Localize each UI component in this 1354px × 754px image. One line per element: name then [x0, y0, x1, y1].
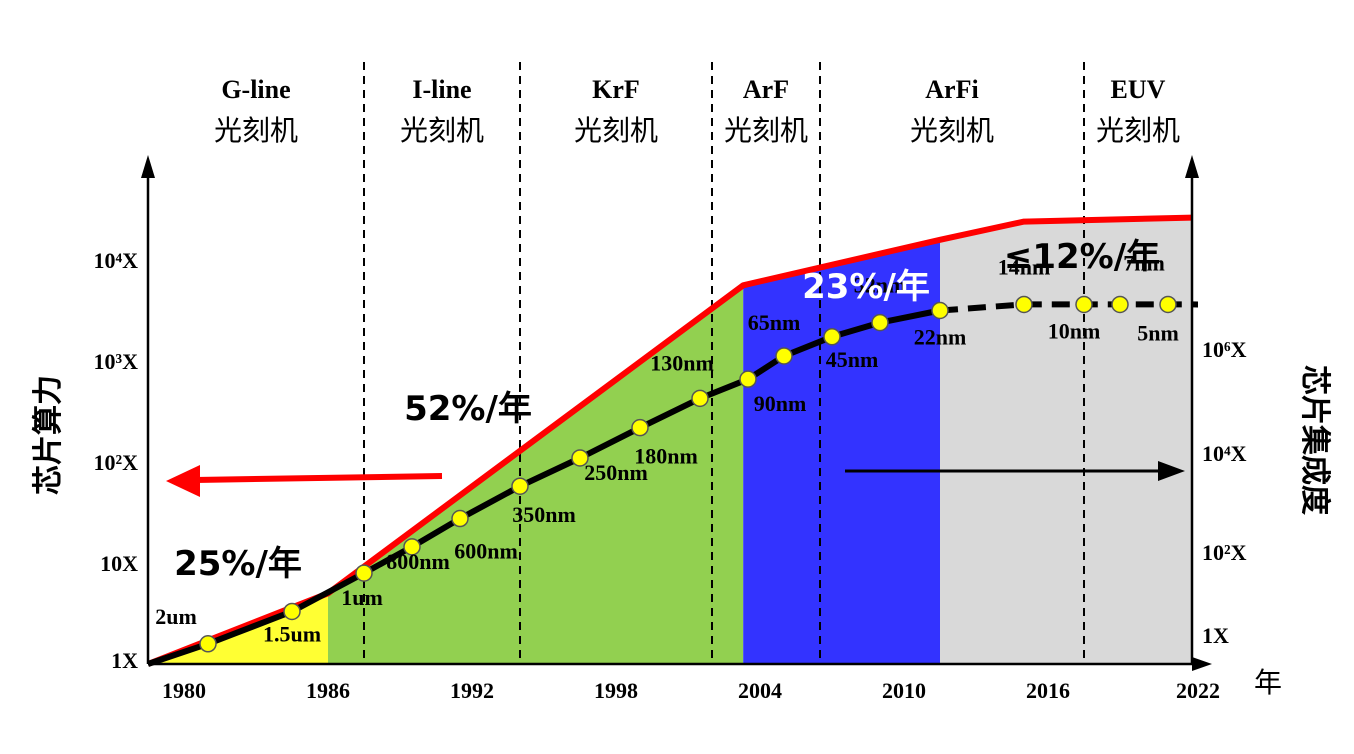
growth-region-3 [743, 239, 940, 665]
left-y-tick-4: 10⁴X [94, 248, 139, 273]
node-label-130nm: 130nm [650, 350, 714, 375]
era-labels: G-line 光刻机 I-line 光刻机 KrF 光刻机 ArF 光刻机 ArFi 光刻机 EUV… [214, 75, 1180, 147]
era-subtitle-5: 光刻机 [910, 114, 994, 147]
node-marker-180nm [631, 418, 649, 437]
node-marker-2um [199, 635, 217, 653]
right-y-tick-2: 10⁴X [1202, 441, 1247, 466]
left-y-tick-3: 10³X [94, 349, 139, 374]
x-tick-1998: 1998 [594, 678, 638, 703]
node-marker-130nm [691, 389, 709, 408]
growth-regions [148, 217, 1192, 665]
right-y-tick-1: 10²X [1202, 540, 1247, 565]
right-y-tick-0: 1X [1202, 623, 1229, 648]
era-name-1: G-line [221, 75, 290, 104]
era-subtitle-2: 光刻机 [400, 114, 484, 147]
x-axis-unit: 年 [1254, 666, 1282, 699]
era-dividers [363, 62, 1085, 664]
node-label-7nm: 7nm [1123, 250, 1165, 275]
node-label-180nm: 180nm [634, 444, 698, 469]
era-subtitle-4: 光刻机 [724, 114, 808, 147]
node-marker-800nm [403, 538, 421, 556]
left-y-tick-2: 10²X [94, 450, 139, 475]
node-label-65nm: 65nm [748, 310, 801, 335]
node-marker-250nm [571, 449, 589, 467]
node-label-2um: 2um [155, 604, 197, 629]
node-label-600nm: 600nm [454, 539, 518, 564]
left-y-axis-arrow [141, 155, 155, 178]
era-name-2: I-line [412, 75, 471, 104]
x-tick-2016: 2016 [1026, 678, 1070, 703]
node-label-14nm: 14nm [998, 254, 1051, 279]
left-y-tick-0: 1X [111, 648, 138, 673]
node-marker-7nm [1111, 295, 1129, 314]
node-marker-600nm [451, 509, 469, 528]
node-marker-90nm [739, 370, 757, 388]
x-tick-1992: 1992 [450, 678, 494, 703]
era-subtitle-6: 光刻机 [1096, 114, 1180, 147]
left-y-tick-1: 10X [100, 551, 138, 576]
era-name-6: EUV [1111, 75, 1166, 104]
node-marker-5nm [1159, 295, 1177, 314]
node-label-22nm: 22nm [914, 325, 967, 350]
node-marker-32nm [871, 313, 889, 332]
era-name-4: ArF [743, 75, 789, 104]
x-tick-2004: 2004 [738, 678, 782, 703]
node-marker-22nm [931, 301, 949, 320]
growth-rate-label-1: 25%/年 [174, 544, 302, 584]
compute-axis-arrow [194, 473, 443, 483]
growth-rate-label-3: 23%/年 [802, 267, 930, 307]
node-label-5nm: 5nm [1137, 320, 1179, 345]
x-tick-2010: 2010 [882, 678, 926, 703]
right-y-tick-labels: 1X 10²X 10⁴X 10⁶X [1202, 337, 1247, 648]
integration-axis-arrowhead [1158, 461, 1185, 481]
growth-rate-labels: 25%/年 52%/年 23%/年 ≤12%/年 [174, 237, 1160, 584]
node-marker-65nm [775, 347, 793, 365]
node-label-45nm: 45nm [826, 347, 879, 372]
node-marker-10nm [1075, 295, 1093, 314]
node-marker-45nm [823, 328, 841, 346]
right-y-axis-arrow [1185, 155, 1199, 178]
left-y-tick-labels: 1X 10X 10²X 10³X 10⁴X [94, 248, 139, 673]
x-tick-2022: 2022 [1176, 678, 1220, 703]
x-tick-1980: 1980 [162, 678, 206, 703]
growth-rate-label-2: 52%/年 [404, 389, 532, 429]
compute-axis-arrowhead [166, 465, 200, 497]
growth-rate-label-4: ≤12%/年 [1004, 237, 1160, 277]
left-y-axis-title: 芯片算力 [31, 375, 66, 495]
x-axis-arrow [1192, 657, 1212, 671]
node-label-1.5um: 1.5um [263, 621, 321, 646]
era-subtitle-3: 光刻机 [574, 114, 658, 147]
node-marker-1.5um [283, 602, 301, 621]
era-subtitle-1: 光刻机 [214, 114, 298, 147]
node-label-250nm: 250nm [584, 460, 648, 485]
node-label-10nm: 10nm [1048, 318, 1101, 343]
node-label-350nm: 350nm [512, 502, 576, 527]
node-label-90nm: 90nm [754, 391, 807, 416]
node-label-32nm: 32nm [854, 273, 907, 298]
x-tick-1986: 1986 [306, 678, 350, 703]
node-marker-1um [355, 564, 373, 582]
node-label-1um: 1um [341, 585, 383, 610]
era-name-5: ArFi [925, 75, 978, 104]
node-marker-350nm [511, 477, 529, 495]
node-label-800nm: 800nm [386, 549, 450, 574]
x-tick-labels: 1980 1986 1992 1998 2004 2010 2016 2022 [162, 678, 1220, 703]
right-y-tick-3: 10⁶X [1202, 337, 1247, 362]
right-y-axis-title: 芯片集成度 [1297, 365, 1332, 515]
growth-region-4 [940, 217, 1192, 664]
axes [141, 155, 1212, 671]
growth-region-2 [328, 285, 744, 664]
era-name-3: KrF [592, 75, 640, 104]
node-marker-14nm [1015, 295, 1033, 314]
